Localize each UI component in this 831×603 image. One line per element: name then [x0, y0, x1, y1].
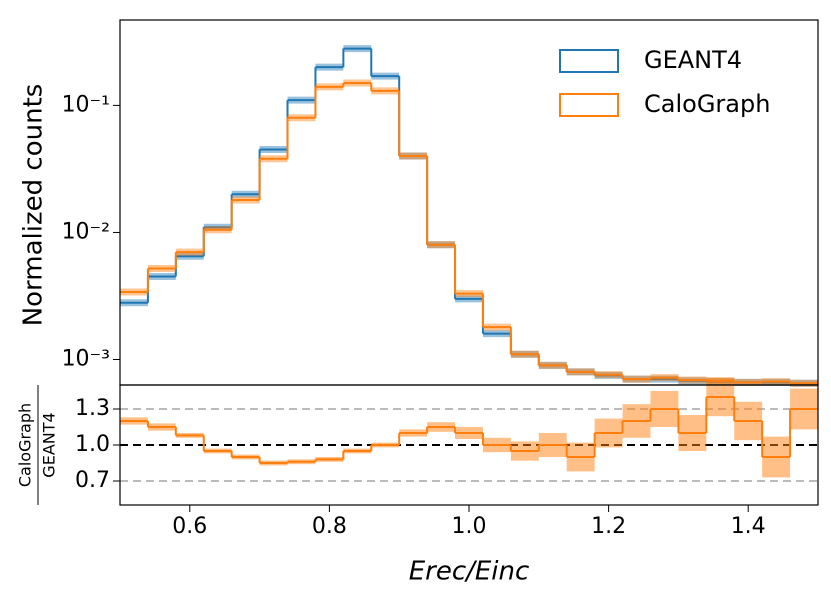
x-tick-label: 1.2 [591, 514, 626, 539]
ratio-numerator: CaloGraph [16, 403, 35, 487]
legend-swatch [559, 49, 619, 73]
ratio-y-label: CaloGraph GEANT4 [16, 385, 59, 505]
y-tick-label: 1.0 [75, 432, 110, 457]
legend-swatch [559, 93, 619, 117]
x-axis-label: Erec/Einc [409, 557, 530, 587]
legend-label: CaloGraph [644, 90, 770, 118]
legend-label: GEANT4 [644, 46, 742, 74]
series-1 [120, 79, 818, 387]
x-tick-label: 1.0 [452, 514, 487, 539]
y-tick-label: 1.3 [75, 396, 110, 421]
ratio-denominator: GEANT4 [40, 412, 59, 477]
y-tick-label: 10⁻³ [62, 347, 110, 372]
y-tick-label: 10⁻¹ [62, 92, 110, 117]
x-tick-label: 1.4 [731, 514, 766, 539]
y-tick-label: 10⁻² [62, 219, 110, 244]
y-axis-label: Normalized counts [19, 84, 49, 327]
axes-frame [119, 19, 819, 386]
x-tick-label: 0.6 [172, 514, 207, 539]
y-tick-label: 0.7 [75, 468, 110, 493]
axes-frame [119, 384, 819, 506]
x-tick-label: 0.8 [312, 514, 347, 539]
